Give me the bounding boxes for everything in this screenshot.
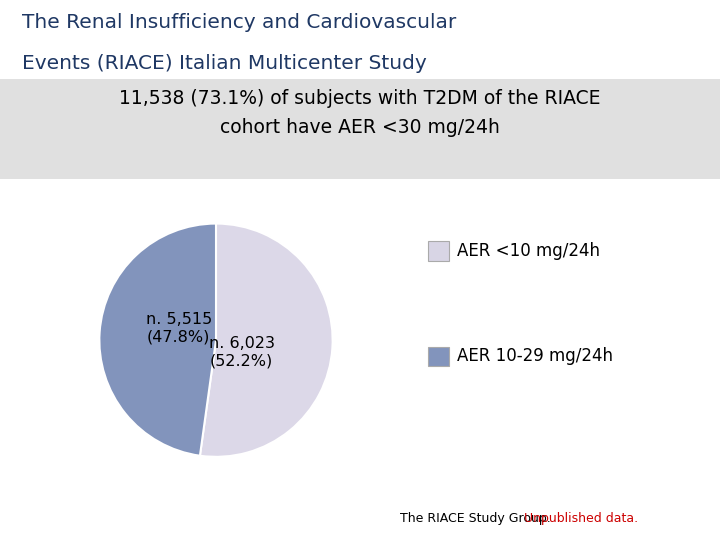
Text: The Renal Insufficiency and Cardiovascular: The Renal Insufficiency and Cardiovascul… <box>22 14 456 32</box>
Text: AER <10 mg/24h: AER <10 mg/24h <box>457 242 600 260</box>
Text: cohort have AER <30 mg/24h: cohort have AER <30 mg/24h <box>220 118 500 137</box>
Text: AER 10-29 mg/24h: AER 10-29 mg/24h <box>457 347 613 366</box>
Wedge shape <box>99 224 216 456</box>
Text: n. 5,515
(47.8%): n. 5,515 (47.8%) <box>145 312 212 345</box>
Wedge shape <box>200 224 333 457</box>
Text: 11,538 (73.1%) of subjects with T2DM of the RIACE: 11,538 (73.1%) of subjects with T2DM of … <box>120 89 600 107</box>
Text: Unpublished data.: Unpublished data. <box>520 512 638 525</box>
Text: The RIACE Study Group.: The RIACE Study Group. <box>400 512 550 525</box>
Text: n. 6,023
(52.2%): n. 6,023 (52.2%) <box>209 336 274 368</box>
Text: Events (RIACE) Italian Multicenter Study: Events (RIACE) Italian Multicenter Study <box>22 54 426 73</box>
